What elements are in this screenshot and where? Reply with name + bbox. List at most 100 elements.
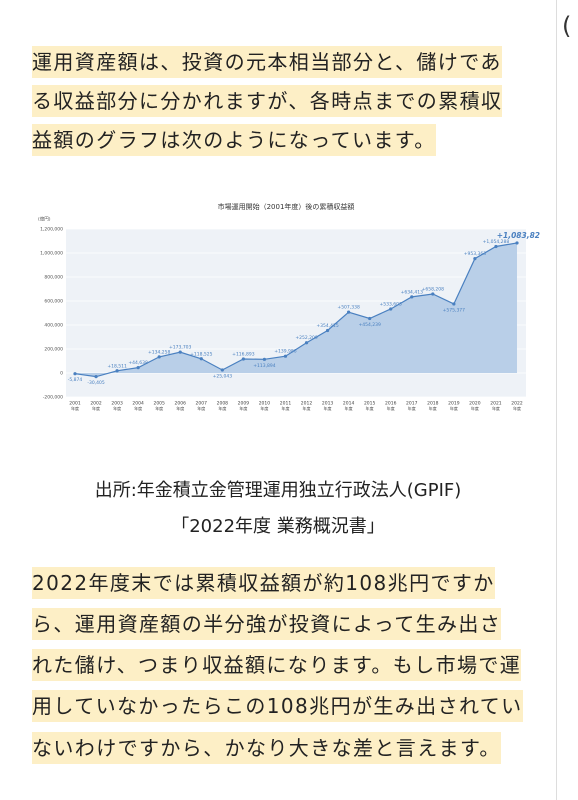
x-tick-suffix: 年度 <box>429 405 437 411</box>
value-label: +953,363 <box>464 251 487 257</box>
y-tick-label: 0 <box>60 371 63 377</box>
point <box>262 357 267 361</box>
x-tick-suffix: 年度 <box>408 405 416 411</box>
x-tick-label: 2010 <box>259 401 271 407</box>
x-tick-label: 2013 <box>322 401 334 407</box>
x-tick-suffix: 年度 <box>113 405 121 411</box>
source-line: 出所:年金積立金管理運用独立行政法人(GPIF) <box>94 480 462 501</box>
x-tick-suffix: 年度 <box>471 405 479 411</box>
x-tick-label: 2005 <box>153 401 165 407</box>
x-tick-suffix: 年度 <box>513 405 521 411</box>
point <box>368 316 372 321</box>
value-label: +118,525 <box>190 351 213 357</box>
x-tick-suffix: 年度 <box>450 405 458 411</box>
value-label: +354,415 <box>316 323 339 329</box>
value-label: +18,511 <box>107 363 127 369</box>
point <box>73 372 77 376</box>
point <box>157 355 161 359</box>
x-tick-label: 2002 <box>90 401 102 407</box>
value-label: +113,894 <box>253 363 276 369</box>
point <box>283 354 288 358</box>
point <box>94 375 98 379</box>
value-label: +173,703 <box>169 345 192 351</box>
x-tick-suffix: 年度 <box>260 405 268 411</box>
value-label: +454,239 <box>358 322 381 328</box>
point <box>473 256 477 261</box>
point <box>431 292 435 296</box>
x-tick-suffix: 年度 <box>176 405 184 411</box>
value-label: -5,874 <box>68 377 83 383</box>
value-label: +507,338 <box>337 305 360 311</box>
value-label: -30,405 <box>87 380 105 386</box>
point <box>410 295 414 299</box>
x-tick-label: 2009 <box>238 401 250 407</box>
x-tick-label: 2020 <box>469 401 481 407</box>
text-line: ら、運用資産額の半分強が投資によって生み出さ <box>32 608 502 640</box>
value-label: +634,413 <box>401 289 424 295</box>
value-label: +44,638 <box>128 360 148 366</box>
point <box>452 302 456 306</box>
value-label: +116,893 <box>232 351 255 357</box>
point <box>199 357 203 361</box>
x-tick-label: 2011 <box>280 401 292 407</box>
x-tick-label: 2012 <box>301 401 313 407</box>
y-tick-label: -200,000 <box>43 395 63 401</box>
text-line: ないわけですから、かなり大きな差と言えます。 <box>32 732 501 764</box>
value-label: +575,377 <box>443 307 466 313</box>
point <box>515 241 519 245</box>
y-tick-label: 1,200,000 <box>40 227 63 233</box>
x-tick-label: 2021 <box>490 401 502 407</box>
x-tick-suffix: 年度 <box>324 405 332 411</box>
point <box>389 307 393 311</box>
point <box>115 369 119 373</box>
text-line: れた儲け、つまり収益額になります。もし市場で運 <box>32 649 522 681</box>
x-tick-label: 2014 <box>343 401 355 407</box>
y-tick-label: 800,000 <box>44 275 63 281</box>
x-tick-suffix: 年度 <box>239 405 247 411</box>
point <box>304 341 309 345</box>
point <box>220 368 224 372</box>
x-tick-suffix: 年度 <box>92 405 100 411</box>
x-tick-label: 2016 <box>385 401 397 407</box>
value-label: +25,043 <box>213 373 233 379</box>
text-line: 2022年度末では累積収益額が約108兆円ですか <box>32 567 495 599</box>
text-line: 運用資産額は、投資の元本相当部分と、儲けであ <box>32 46 502 78</box>
x-tick-suffix: 年度 <box>387 405 395 411</box>
text-line: 益額のグラフは次のようになっています。 <box>32 124 436 156</box>
point <box>325 328 330 333</box>
point <box>347 310 351 314</box>
x-tick-label: 2007 <box>196 401 208 407</box>
value-label: +139,986 <box>274 349 297 355</box>
side-glyph: ( <box>562 12 572 40</box>
x-tick-label: 2001 <box>69 401 81 407</box>
value-label: +134,258 <box>148 349 171 355</box>
value-label: +1,083,824 <box>497 231 540 240</box>
chart-title: 市場運用開始（2001年度）後の累積収益額 <box>218 202 355 211</box>
y-tick-label: 200,000 <box>44 347 63 353</box>
y-tick-label: 1,000,000 <box>40 251 63 257</box>
y-tick-label: 400,000 <box>44 323 63 329</box>
y-tick-label: 600,000 <box>44 299 63 305</box>
x-tick-suffix: 年度 <box>492 405 500 411</box>
x-tick-suffix: 年度 <box>71 405 79 411</box>
point <box>136 366 140 370</box>
divider <box>556 0 557 800</box>
y-unit: (億円) <box>38 216 51 223</box>
area <box>75 242 517 377</box>
x-tick-suffix: 年度 <box>134 405 142 411</box>
x-tick-label: 2017 <box>406 401 418 407</box>
source-line: 「2022年度 業務概況書」 <box>171 516 385 537</box>
x-tick-suffix: 年度 <box>218 405 226 411</box>
x-tick-label: 2019 <box>448 401 460 407</box>
x-tick-label: 2022 <box>511 401 523 407</box>
line <box>74 242 518 378</box>
value-label: +658,208 <box>422 287 445 293</box>
x-tick-suffix: 年度 <box>281 405 289 411</box>
x-tick-suffix: 年度 <box>155 405 163 411</box>
text-line: る収益部分に分かれますが、各時点までの累積収 <box>32 85 503 117</box>
x-tick-label: 2008 <box>217 401 229 407</box>
x-tick-label: 2018 <box>427 401 439 407</box>
x-tick-suffix: 年度 <box>303 405 311 411</box>
x-tick-label: 2015 <box>364 401 376 407</box>
